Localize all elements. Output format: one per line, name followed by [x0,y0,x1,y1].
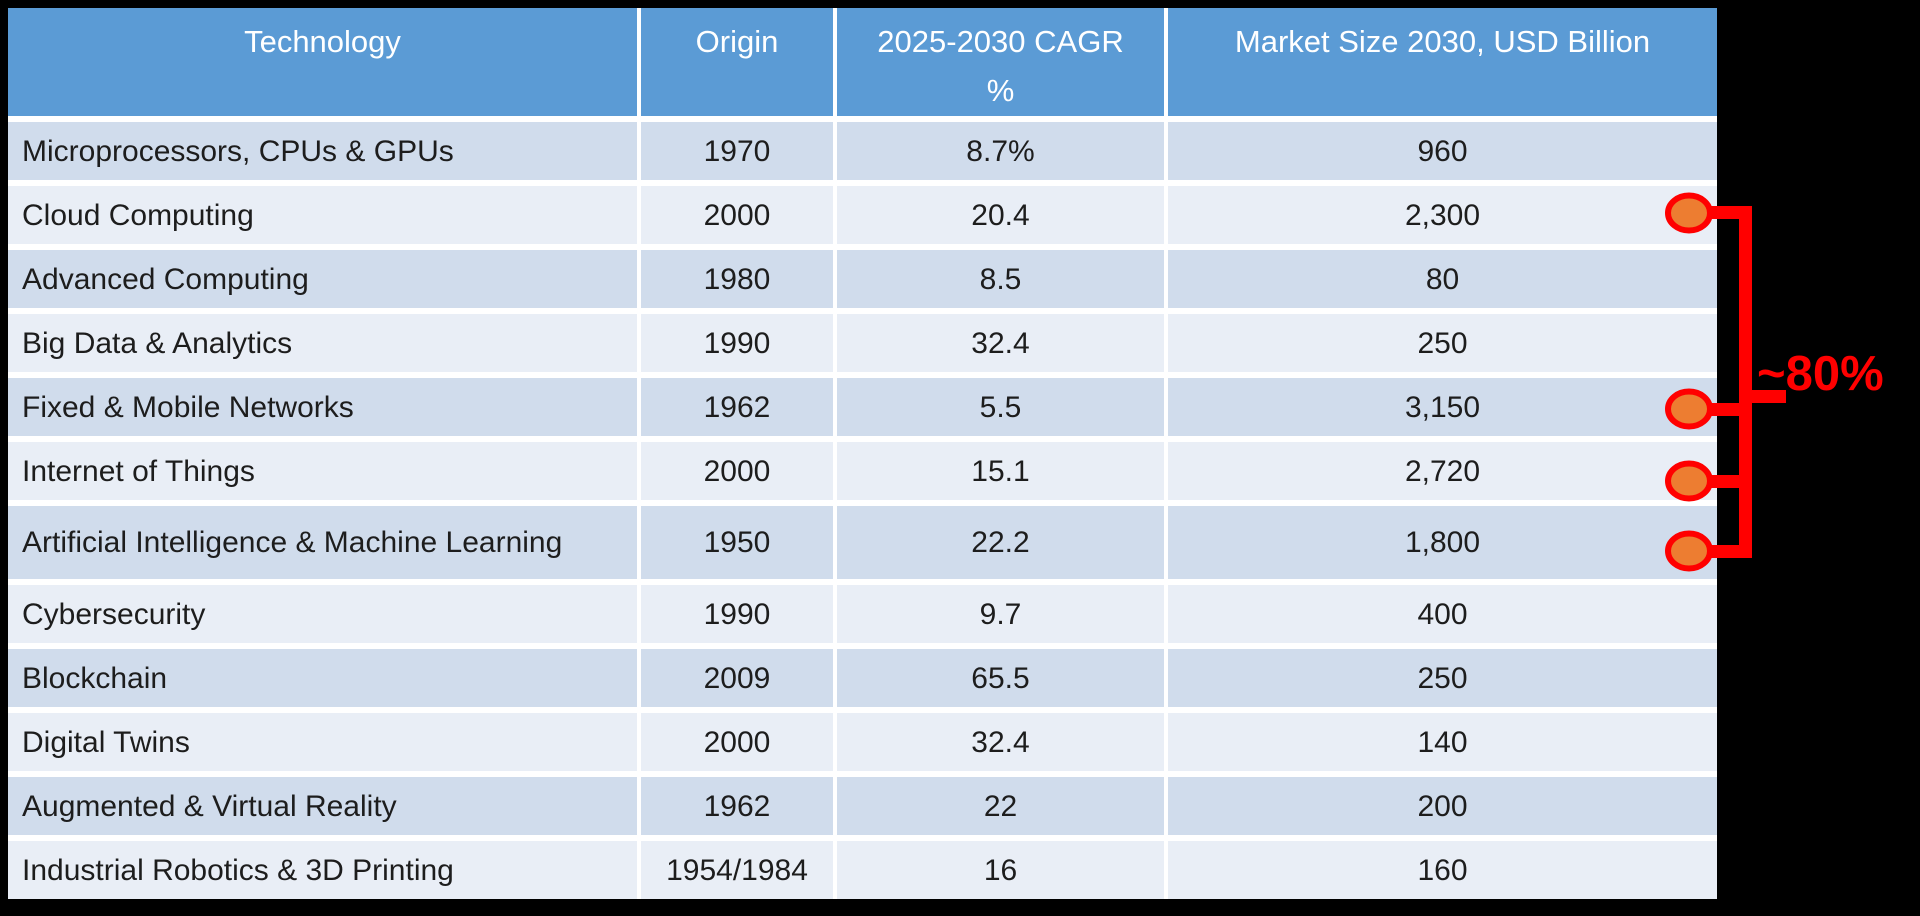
cell-technology: Big Data & Analytics [8,308,637,372]
cell-origin: 2000 [637,180,833,244]
cell-technology: Internet of Things [8,436,637,500]
table-row: Cybersecurity 1990 9.7 400 [8,579,1717,643]
cell-origin: 1980 [637,244,833,308]
cell-technology: Augmented & Virtual Reality [8,771,637,835]
cell-market-size: 1,800 [1164,500,1717,579]
cell-technology: Industrial Robotics & 3D Printing [8,835,637,899]
cell-cagr: 22.2 [833,500,1164,579]
table-row: Internet of Things 2000 15.1 2,720 [8,436,1717,500]
cell-market-size: 400 [1164,579,1717,643]
cell-cagr: 32.4 [833,308,1164,372]
cell-cagr: 20.4 [833,180,1164,244]
cell-technology: Cloud Computing [8,180,637,244]
header-row: Technology Origin 2025-2030 CAGR % Marke… [8,8,1717,116]
cell-market-size: 3,150 [1164,372,1717,436]
table-row: Augmented & Virtual Reality 1962 22 200 [8,771,1717,835]
cell-technology: Fixed & Mobile Networks [8,372,637,436]
cell-technology: Microprocessors, CPUs & GPUs [8,116,637,180]
cell-origin: 1990 [637,579,833,643]
cell-technology: Blockchain [8,643,637,707]
cell-market-size: 250 [1164,308,1717,372]
cell-cagr: 8.7% [833,116,1164,180]
cell-market-size: 2,720 [1164,436,1717,500]
table-row: Fixed & Mobile Networks 1962 5.5 3,150 [8,372,1717,436]
cell-origin: 1950 [637,500,833,579]
cell-origin: 1954/1984 [637,835,833,899]
table-row: Cloud Computing 2000 20.4 2,300 [8,180,1717,244]
cell-technology: Artificial Intelligence & Machine Learni… [8,500,637,579]
cell-technology: Cybersecurity [8,579,637,643]
cell-technology: Advanced Computing [8,244,637,308]
cell-market-size: 250 [1164,643,1717,707]
annotation-label: ~80% [1757,347,1884,401]
cell-cagr: 32.4 [833,707,1164,771]
table-row: Industrial Robotics & 3D Printing 1954/19… [8,835,1717,899]
table-row: Blockchain 2009 65.5 250 [8,643,1717,707]
cell-origin: 2000 [637,707,833,771]
table-row: Advanced Computing 1980 8.5 80 [8,244,1717,308]
cell-market-size: 200 [1164,771,1717,835]
cell-origin: 1962 [637,771,833,835]
table-row: Digital Twins 2000 32.4 140 [8,707,1717,771]
cell-cagr: 8.5 [833,244,1164,308]
table-row: Artificial Intelligence & Machine Learni… [8,500,1717,579]
bracket-spine-line [1739,206,1752,558]
col-header-cagr: 2025-2030 CAGR % [833,8,1164,116]
cell-cagr: 16 [833,835,1164,899]
cell-cagr: 22 [833,771,1164,835]
cell-market-size: 140 [1164,707,1717,771]
cell-cagr: 15.1 [833,436,1164,500]
table-row: Microprocessors, CPUs & GPUs 1970 8.7% 960 [8,116,1717,180]
cell-origin: 1990 [637,308,833,372]
cell-market-size: 960 [1164,116,1717,180]
cell-cagr: 65.5 [833,643,1164,707]
cell-cagr: 9.7 [833,579,1164,643]
cell-cagr: 5.5 [833,372,1164,436]
table-row: Big Data & Analytics 1990 32.4 250 [8,308,1717,372]
cell-market-size: 160 [1164,835,1717,899]
cell-technology: Digital Twins [8,707,637,771]
col-header-origin: Origin [637,8,833,116]
col-header-market-size: Market Size 2030, USD Billion [1164,8,1717,116]
table-body: Microprocessors, CPUs & GPUs 1970 8.7% 960 C… [8,116,1717,899]
cell-origin: 1962 [637,372,833,436]
cell-market-size: 80 [1164,244,1717,308]
cell-origin: 2000 [637,436,833,500]
cell-origin: 1970 [637,116,833,180]
cell-market-size: 2,300 [1164,180,1717,244]
col-header-technology: Technology [8,8,637,116]
technology-table: Technology Origin 2025-2030 CAGR % Marke… [8,8,1717,899]
cell-origin: 2009 [637,643,833,707]
